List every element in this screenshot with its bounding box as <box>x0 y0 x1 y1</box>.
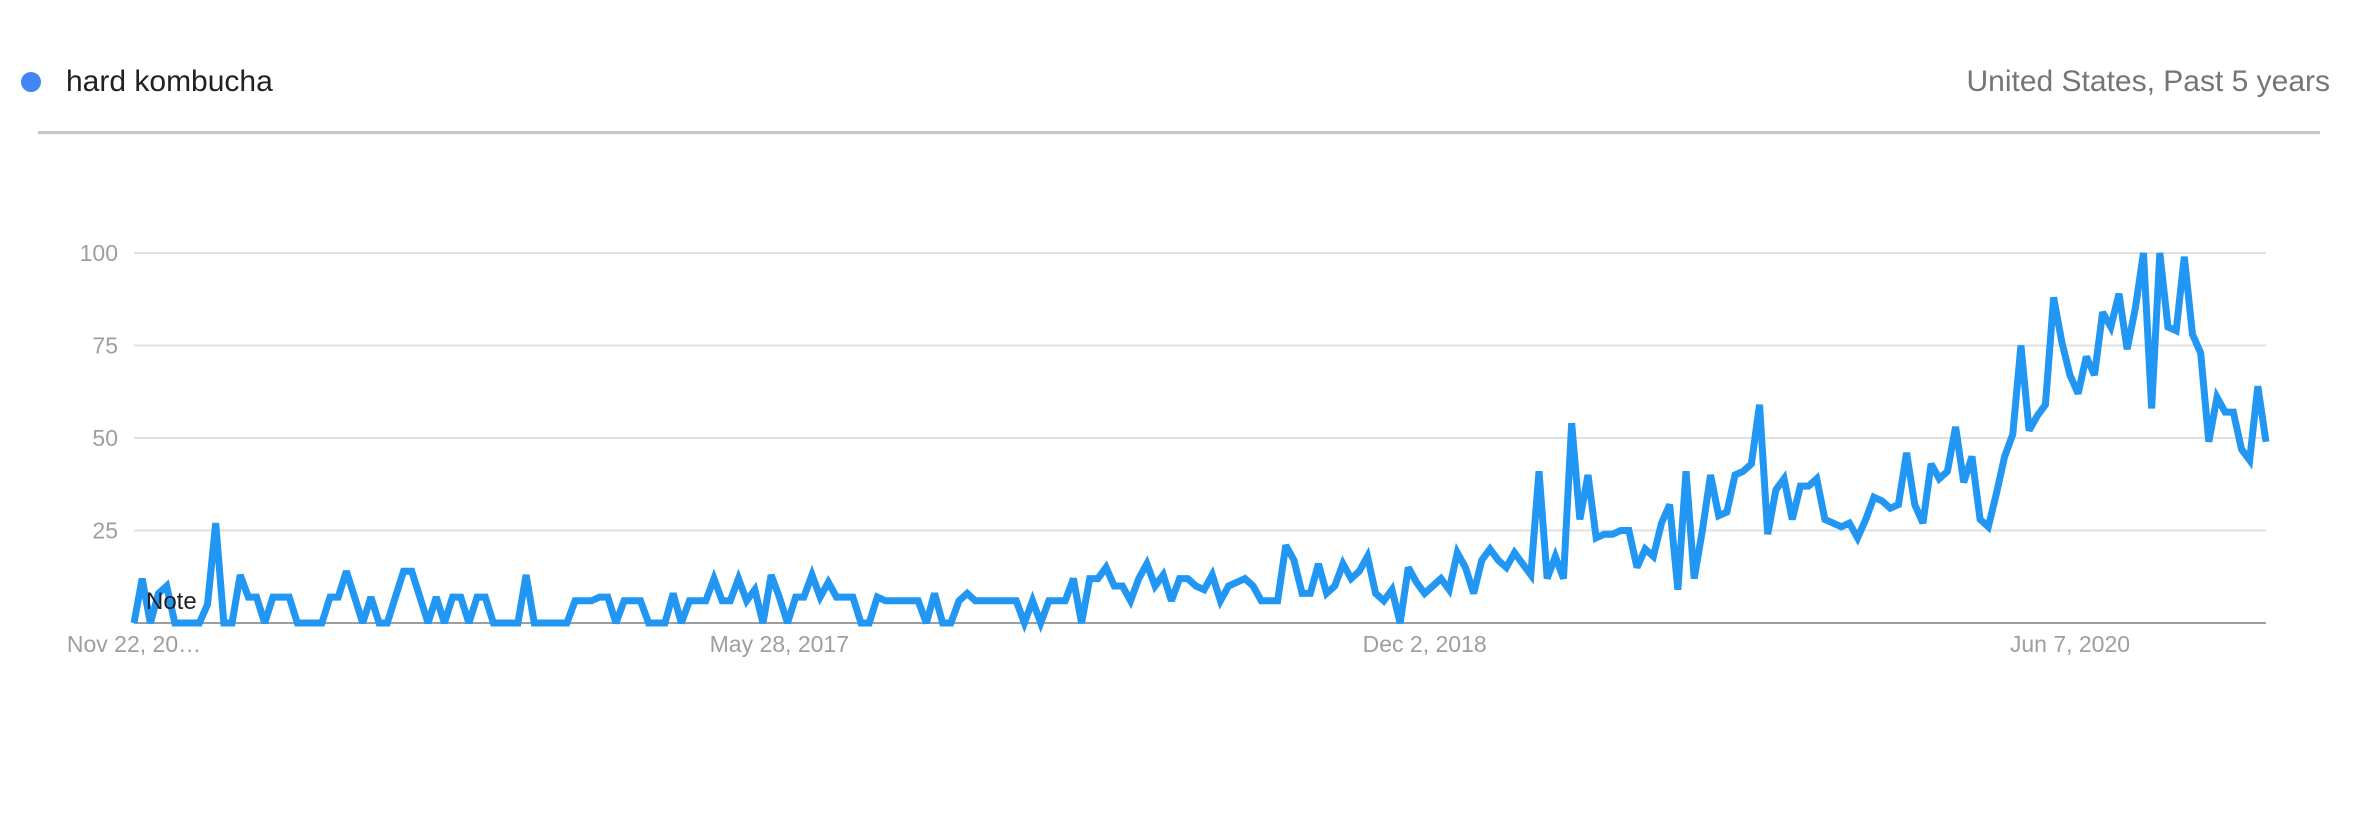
x-tick-label: Nov 22, 20… <box>67 631 201 657</box>
note-annotation[interactable]: Note <box>146 588 197 615</box>
x-tick-label: May 28, 2017 <box>710 631 849 657</box>
legend-header: hard kombucha United States, Past 5 year… <box>0 0 2364 134</box>
x-axis-tick-labels: Nov 22, 20… May 28, 2017 Dec 2, 2018 Jun 7,… <box>67 631 2130 657</box>
y-tick-label: 50 <box>92 425 118 451</box>
y-axis-tick-labels: 25 50 75 100 <box>80 240 118 544</box>
x-tick-label: Dec 2, 2018 <box>1363 631 1487 657</box>
gridlines <box>134 252 2266 532</box>
y-tick-label: 75 <box>92 333 118 359</box>
y-tick-label: 100 <box>80 240 118 266</box>
search-term-label[interactable]: hard kombucha <box>66 65 273 98</box>
series-line-layer <box>130 252 2270 634</box>
x-tick-label: Jun 7, 2020 <box>2010 631 2130 657</box>
region-period-label: United States, Past 5 years <box>1966 65 2330 98</box>
series-color-dot <box>21 72 41 92</box>
header-divider <box>38 131 2320 134</box>
y-tick-label: 25 <box>92 518 118 544</box>
series-line-hard-kombucha[interactable] <box>130 252 2270 634</box>
